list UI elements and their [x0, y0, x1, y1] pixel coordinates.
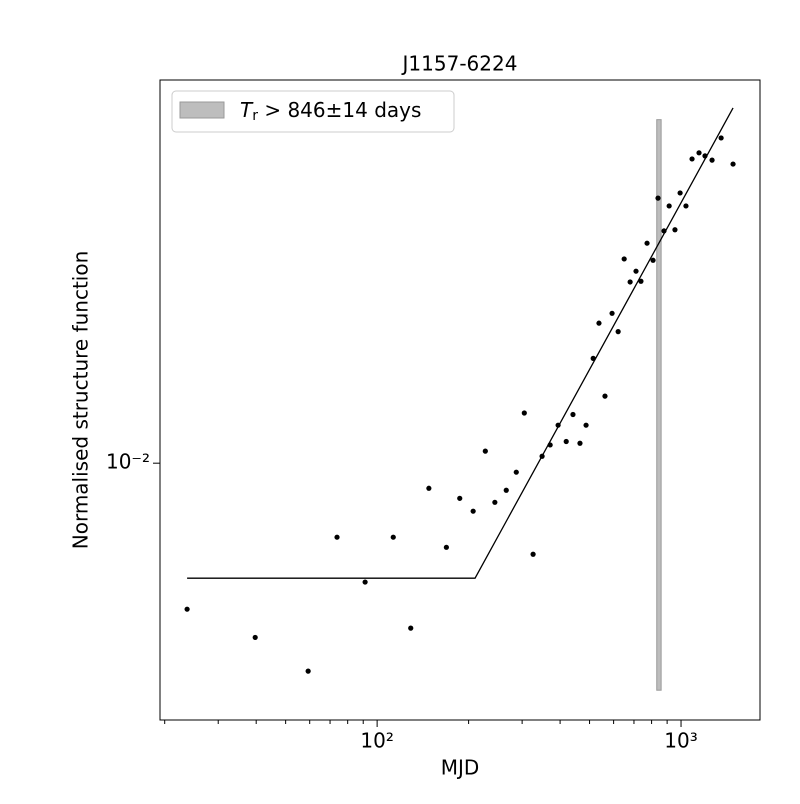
- data-point: [470, 508, 476, 514]
- data-point: [609, 310, 615, 316]
- data-point: [596, 320, 602, 326]
- data-point: [184, 606, 190, 612]
- chart-title: J1157-6224: [401, 52, 518, 76]
- threshold-span: [656, 119, 662, 691]
- data-point: [482, 448, 488, 454]
- data-point: [583, 422, 589, 428]
- data-point: [666, 203, 672, 209]
- data-point: [443, 544, 449, 550]
- data-point: [577, 440, 583, 446]
- data-point: [334, 534, 340, 540]
- data-point: [570, 411, 576, 418]
- data-point: [521, 410, 527, 416]
- fit-line: [187, 107, 734, 579]
- data-point: [513, 469, 519, 475]
- data-point: [305, 668, 311, 674]
- data-point: [696, 150, 702, 156]
- legend-subscript: r: [252, 108, 258, 124]
- data-point: [530, 551, 536, 557]
- data-point: [547, 442, 553, 448]
- legend-text: > 846±14 days: [258, 98, 421, 122]
- legend-symbol: T: [240, 98, 254, 122]
- data-point: [555, 422, 561, 428]
- data-point: [621, 256, 627, 262]
- x-tick-label: 10³: [664, 729, 697, 753]
- data-point: [426, 485, 432, 491]
- data-point: [457, 495, 463, 501]
- legend-box: [171, 90, 455, 133]
- data-point: [602, 393, 608, 399]
- data-point: [590, 355, 596, 361]
- legend-swatch: [179, 101, 225, 119]
- data-point: [252, 634, 258, 641]
- data-point: [362, 579, 368, 585]
- data-point: [615, 329, 621, 335]
- data-point: [655, 195, 661, 201]
- data-point: [539, 453, 545, 459]
- data-point: [492, 499, 498, 505]
- data-point: [677, 190, 683, 196]
- data-point: [709, 157, 715, 163]
- y-axis-label: Normalised structure function: [69, 251, 93, 550]
- data-point: [638, 278, 644, 284]
- legend: Tr > 846±14 days: [171, 90, 455, 133]
- data-point: [650, 257, 656, 263]
- data-point: [672, 227, 678, 233]
- data-point: [563, 438, 569, 445]
- data-point: [661, 228, 667, 234]
- data-point: [503, 487, 509, 493]
- data-point: [689, 156, 695, 162]
- data-point: [718, 135, 724, 141]
- data-point: [683, 203, 689, 209]
- x-tick-label: 10²: [360, 729, 393, 753]
- legend-label: Tr > 846±14 days: [240, 98, 421, 125]
- x-axis-label: MJD: [441, 756, 480, 780]
- data-point: [390, 534, 396, 540]
- y-tick-label: 10⁻²: [106, 450, 150, 474]
- data-point: [408, 625, 414, 631]
- data-point: [633, 268, 639, 274]
- data-point: [627, 279, 633, 285]
- data-point: [730, 161, 736, 167]
- data-point: [702, 153, 708, 159]
- plot-frame: [159, 79, 761, 721]
- data-point: [644, 240, 650, 246]
